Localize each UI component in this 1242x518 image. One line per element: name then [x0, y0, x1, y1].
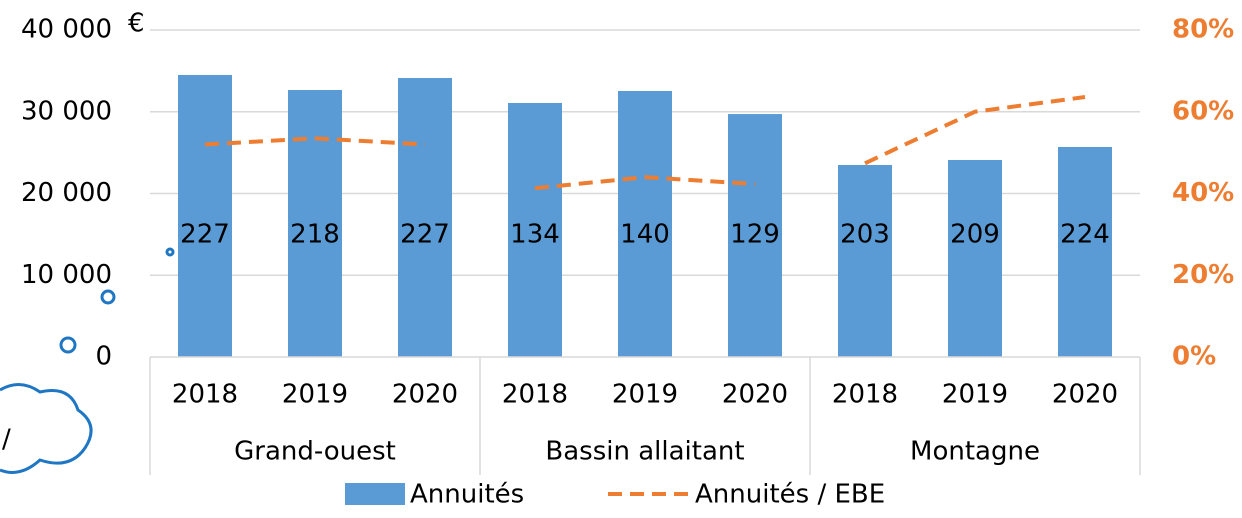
bubble-dot	[61, 338, 75, 352]
x-tick-label: 2019	[282, 380, 348, 410]
x-tick-label: 2018	[172, 380, 238, 410]
legend-label: Annuités	[410, 480, 524, 510]
y-tick-label: 0	[95, 342, 112, 372]
data-label: 203	[840, 220, 890, 250]
bubble-cloud	[0, 384, 91, 472]
y2-tick-label: 40%	[1172, 178, 1234, 208]
y2-tick-label: 60%	[1172, 96, 1234, 126]
data-label: 224	[1060, 220, 1110, 250]
x-tick-label: 2019	[612, 380, 678, 410]
data-label: 227	[180, 220, 230, 250]
x-tick-label: 2018	[832, 380, 898, 410]
y-tick-label: 10 000	[21, 260, 112, 290]
data-label: 227	[400, 220, 450, 250]
bubble-dot	[167, 249, 173, 255]
x-tick-label: 2019	[942, 380, 1008, 410]
bar	[948, 160, 1002, 357]
bar	[1058, 147, 1112, 357]
line-series	[865, 97, 1085, 163]
overlay-text: /	[2, 425, 11, 455]
x-tick-label: 2020	[1052, 380, 1118, 410]
y2-tick-label: 80%	[1172, 15, 1234, 45]
y2-tick-label: 0%	[1172, 342, 1216, 372]
bar	[398, 78, 452, 357]
x-tick-label: 2020	[722, 380, 788, 410]
unit-label: €	[128, 9, 145, 39]
data-label: 218	[290, 220, 340, 250]
data-label: 140	[620, 220, 670, 250]
y-tick-label: 20 000	[21, 178, 112, 208]
bubble-dot	[102, 291, 114, 303]
data-label: 129	[730, 220, 780, 250]
chart: / € 0 10 000 20 000 30 000 40 000 0% 20% 40% 60%…	[0, 0, 1242, 518]
legend-swatch	[345, 483, 405, 505]
group-label: Montagne	[910, 437, 1040, 467]
data-label: 209	[950, 220, 1000, 250]
legend-label: Annuités / EBE	[695, 480, 885, 510]
bar	[178, 75, 232, 357]
x-tick-label: 2018	[502, 380, 568, 410]
group-label: Grand-ouest	[234, 437, 396, 467]
group-label: Bassin allaitant	[545, 437, 744, 467]
x-tick-label: 2020	[392, 380, 458, 410]
y-tick-label: 30 000	[21, 96, 112, 126]
data-label: 134	[510, 220, 560, 250]
y2-tick-label: 20%	[1172, 260, 1234, 290]
bar	[838, 165, 892, 357]
y-tick-label: 40 000	[21, 15, 112, 45]
